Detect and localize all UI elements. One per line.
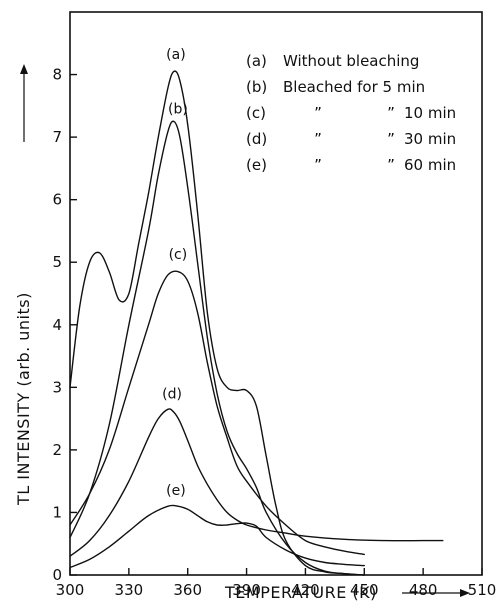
legend-text: Bleached for 5 min (283, 78, 425, 96)
legend-text: 60 min (404, 156, 456, 174)
legend-entry: (b) Bleached for 5 min (246, 78, 425, 96)
x-tick-label: 330 (115, 581, 144, 599)
y-tick-label: 3 (52, 378, 62, 396)
x-tick-label: 510 (468, 581, 497, 599)
legend-entry: (a) Without bleaching (246, 52, 419, 70)
legend-key: (e) (246, 156, 267, 174)
series-e-line (69, 504, 365, 569)
legend-entry: (d) ” ” 30 min (246, 130, 456, 148)
legend-key: (d) (246, 130, 267, 148)
series-d-line (69, 408, 444, 557)
legend-ditto-mark: ” (314, 130, 322, 148)
legend-key: (c) (246, 104, 266, 122)
series-b-line (69, 120, 365, 576)
legend-text: 10 min (404, 104, 456, 122)
y-tick-label: 1 (52, 503, 62, 521)
legend-text: Without bleaching (283, 52, 419, 70)
y-tick-label: 7 (52, 128, 62, 146)
x-tick-label: 450 (350, 581, 379, 599)
curve-label: (b) (168, 101, 188, 117)
legend-entry: (c) ” ” 10 min (246, 104, 456, 122)
curve-labels: (a) (b) (c) (d) (e) (162, 47, 188, 499)
legend-ditto-mark: ” (314, 156, 322, 174)
x-axis-arrow (402, 589, 470, 597)
y-tick-label: 4 (52, 316, 62, 334)
legend-ditto-mark: ” (387, 156, 395, 174)
y-tick-label: 8 (52, 66, 62, 84)
y-tick-label: 0 (52, 566, 62, 584)
legend-ditto-mark: ” (387, 130, 395, 148)
x-tick-label: 480 (409, 581, 438, 599)
curve-label: (e) (166, 483, 186, 499)
curve-label: (c) (169, 247, 188, 263)
series-group (69, 70, 444, 576)
legend-key: (b) (246, 78, 267, 96)
y-tick-label: 5 (52, 253, 62, 271)
legend-text: 30 min (404, 130, 456, 148)
y-tick-label: 2 (52, 441, 62, 459)
legend: (a) Without bleaching (b) Bleached for 5 mi… (246, 52, 456, 174)
legend-ditto-mark: ” (387, 104, 395, 122)
legend-entry: (e) ” ” 60 min (246, 156, 456, 174)
x-axis-title: TEMPERATURE (K) (224, 583, 377, 602)
x-tick-label: 300 (56, 581, 85, 599)
curve-label: (d) (162, 387, 182, 403)
axis-ticks: 300 330 360 390 420 450 480 510 0 1 2 3 4 5 6 7 8 (52, 66, 496, 599)
x-tick-label: 420 (291, 581, 320, 599)
legend-key: (a) (246, 52, 267, 70)
plot-frame (69, 11, 483, 576)
plot-border (69, 11, 483, 576)
curve-label: (a) (166, 47, 186, 63)
y-tick-label: 6 (52, 191, 62, 209)
x-tick-label: 360 (173, 581, 202, 599)
x-tick-label: 390 (232, 581, 261, 599)
y-axis-title: TL INTENSITY (arb. units) (14, 292, 33, 506)
y-axis-arrow (20, 64, 28, 142)
legend-ditto-mark: ” (314, 104, 322, 122)
series-c-line (69, 270, 365, 556)
